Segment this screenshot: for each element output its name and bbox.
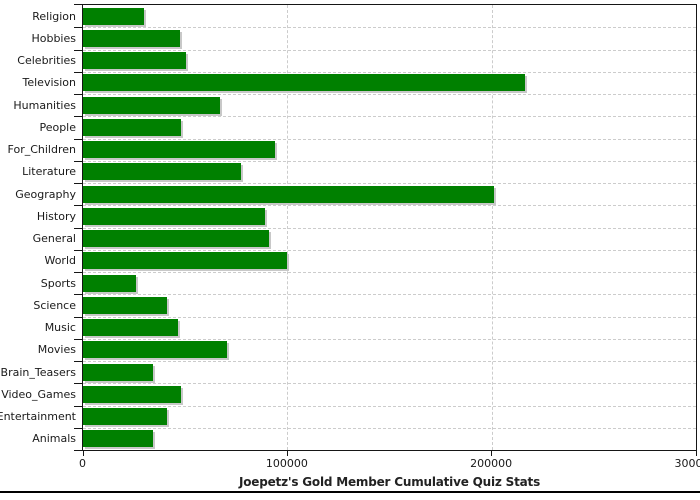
y-axis-tick [74, 50, 83, 51]
h-gridline [83, 116, 696, 118]
y-axis-label-television: Television [22, 76, 77, 90]
h-gridline [83, 427, 696, 429]
x-axis-tick-label: 100000 [265, 457, 308, 470]
bar-humanities [83, 96, 220, 114]
y-axis-tick [74, 139, 83, 140]
h-gridline [83, 383, 696, 385]
bar-general [83, 230, 269, 247]
y-axis-label-hobbies: Hobbies [31, 31, 76, 45]
bar-television [83, 74, 526, 92]
y-axis-label-history: History [36, 209, 76, 223]
h-gridline [83, 227, 696, 229]
y-axis-tick [74, 27, 83, 28]
y-axis-label-for-children: For_Children [7, 143, 76, 157]
h-gridline [83, 272, 696, 273]
y-axis-tick [74, 294, 83, 295]
x-axis-tick [286, 451, 288, 456]
h-gridline [83, 361, 696, 362]
y-axis-label-animals: Animals [32, 432, 76, 446]
y-axis-label-video-games: Video_Games [1, 387, 76, 401]
y-axis-label-movies: Movies [37, 343, 76, 357]
bar-geography [83, 185, 494, 203]
y-axis-label-world: World [44, 254, 76, 268]
h-gridline [83, 71, 696, 73]
y-axis-label-entertainment: Entertainment [0, 410, 76, 424]
bar-science [83, 296, 167, 314]
h-gridline [83, 160, 696, 162]
bar-world [83, 252, 288, 270]
y-axis-label-science: Science [33, 298, 76, 312]
x-axis-tick [695, 451, 697, 456]
h-gridline [83, 138, 696, 140]
y-axis-tick [74, 4, 83, 5]
h-gridline [83, 27, 696, 29]
y-axis-label-people: People [39, 120, 76, 134]
y-axis-label-humanities: Humanities [13, 98, 76, 112]
x-axis-tick-label: 0 [79, 457, 86, 470]
y-axis-label-general: General [32, 232, 76, 246]
y-axis-label-brain-teasers: Brain_Teasers [0, 365, 76, 379]
h-gridline [83, 49, 696, 51]
y-axis-tick [74, 116, 83, 117]
y-axis-label-literature: Literature [22, 165, 76, 179]
y-axis-tick [74, 205, 83, 206]
bar-animals [83, 430, 154, 448]
y-axis-tick [74, 72, 83, 73]
bottom-separator-line [0, 491, 700, 493]
bar-entertainment [83, 408, 167, 425]
h-gridline [83, 249, 696, 251]
y-axis-tick [74, 161, 83, 162]
y-axis-tick [74, 94, 83, 95]
v-gridline-200000 [491, 5, 493, 450]
h-gridline [83, 94, 696, 95]
plot-area [74, 4, 697, 451]
bar-movies [83, 341, 228, 359]
bar-music [83, 319, 178, 336]
x-axis-tick-label: 200000 [470, 457, 513, 470]
y-axis-tick [74, 361, 83, 362]
y-axis-tick [74, 183, 83, 184]
x-axis-tick-label: 300000 [674, 457, 700, 470]
y-axis-tick [74, 228, 83, 229]
h-gridline [83, 205, 696, 207]
y-axis-tick [74, 339, 83, 340]
y-axis-tick [74, 383, 83, 384]
bar-for-children [83, 141, 276, 158]
y-axis-label-music: Music [44, 321, 76, 335]
bar-literature [83, 163, 242, 181]
bar-sports [83, 274, 137, 292]
x-axis-tick [491, 451, 493, 456]
y-axis-tick [74, 406, 83, 407]
bar-religion [83, 7, 145, 25]
h-gridline [83, 294, 696, 296]
y-axis-tick [74, 428, 83, 429]
y-axis-tick [74, 317, 83, 318]
h-gridline [83, 316, 696, 318]
y-axis-label-geography: Geography [15, 187, 76, 201]
v-gridline-100000 [287, 5, 289, 450]
h-gridline [83, 405, 696, 407]
bar-hobbies [83, 29, 181, 47]
bar-video-games [83, 385, 182, 403]
x-axis-tick [82, 451, 84, 456]
y-axis-label-religion: Religion [32, 9, 76, 23]
h-gridline [83, 338, 696, 340]
bar-celebrities [83, 52, 187, 69]
bar-people [83, 118, 182, 136]
bar-history [83, 207, 265, 225]
chart-title: Joepetz's Gold Member Cumulative Quiz St… [238, 475, 541, 489]
y-axis-label-celebrities: Celebrities [17, 54, 76, 68]
bar-brain-teasers [83, 363, 154, 381]
y-axis-label-sports: Sports [40, 276, 76, 290]
y-axis-tick [74, 272, 83, 273]
h-gridline [83, 183, 696, 184]
y-axis-tick [74, 450, 83, 451]
y-axis-tick [74, 250, 83, 251]
